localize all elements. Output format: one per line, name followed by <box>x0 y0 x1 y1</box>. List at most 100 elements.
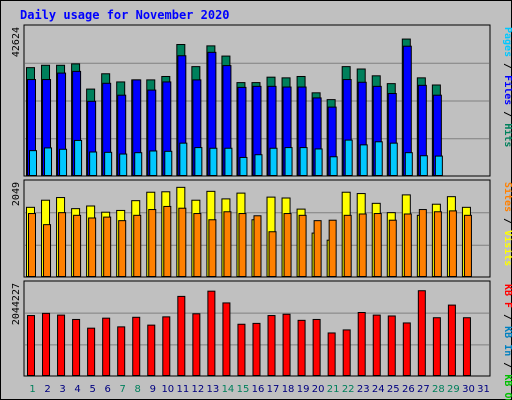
bar-sites-19 <box>298 214 307 278</box>
bar-pages-28 <box>434 155 443 176</box>
bar-sites-23 <box>358 213 367 277</box>
bar-pages-5 <box>89 151 98 177</box>
day-label-15: 15 <box>237 384 250 395</box>
bar-pages-8 <box>134 152 143 176</box>
bar-pages-10 <box>164 150 173 176</box>
day-label-8: 8 <box>135 384 141 395</box>
legend-2: Sites / Visits <box>502 182 512 266</box>
day-label-4: 4 <box>74 384 80 395</box>
legend-3-part-2: / <box>502 308 512 326</box>
chart-title: Daily usage for November 2020 <box>20 8 230 22</box>
bar-kbf-8 <box>132 316 141 377</box>
bar-sites-24 <box>373 213 382 277</box>
legend-1: Pages / Files / Hits <box>502 27 512 147</box>
bar-pages-23 <box>359 144 368 177</box>
bar-pages-13 <box>209 147 218 177</box>
bar-kbf-9 <box>147 324 156 377</box>
bar-kbf-29 <box>447 304 456 377</box>
bar-sites-11 <box>178 207 187 277</box>
bar-sites-1 <box>28 213 36 277</box>
legend-3-part-3: KB In <box>502 326 512 356</box>
day-label-16: 16 <box>252 384 265 395</box>
bar-kbf-1 <box>27 315 35 376</box>
bar-sites-2 <box>43 224 52 277</box>
bar-sites-6 <box>103 216 112 278</box>
bar-pages-27 <box>419 155 428 176</box>
bar-pages-14 <box>224 147 233 177</box>
legend-1-part-3: Files <box>502 75 512 105</box>
bar-pages-11 <box>179 142 188 176</box>
bar-kbf-21 <box>327 332 336 377</box>
bar-kbf-17 <box>267 315 276 376</box>
bar-pages-26 <box>404 152 413 176</box>
bar-pages-16 <box>254 154 263 176</box>
bar-pages-18 <box>284 147 293 176</box>
legend-1-part-5: Hits <box>502 123 512 147</box>
bar-pages-20 <box>314 148 323 176</box>
bar-sites-18 <box>283 213 292 277</box>
bar-pages-19 <box>299 147 308 176</box>
bar-sites-16 <box>253 215 262 277</box>
day-label-18: 18 <box>282 384 295 395</box>
bar-kbf-25 <box>387 315 396 377</box>
bar-kbf-30 <box>462 317 471 377</box>
bar-pages-6 <box>104 151 113 176</box>
y-max-label-2: 2049 <box>11 182 22 206</box>
day-label-10: 10 <box>161 384 174 395</box>
day-label-14: 14 <box>222 384 235 395</box>
day-label-12: 12 <box>192 384 205 395</box>
bar-kbf-13 <box>207 290 216 377</box>
day-label-23: 23 <box>357 384 370 395</box>
day-label-31: 31 <box>477 384 490 395</box>
bar-sites-15 <box>238 213 247 277</box>
bar-kbf-22 <box>342 329 351 377</box>
legend-2-part-3: Visits <box>502 230 512 266</box>
bar-pages-17 <box>269 147 278 177</box>
bar-kbf-23 <box>357 312 366 376</box>
bar-kbf-7 <box>117 326 126 377</box>
y-max-label-1: 42624 <box>11 27 22 57</box>
bar-kbf-5 <box>87 327 96 377</box>
bar-kbf-10 <box>162 316 171 376</box>
day-label-26: 26 <box>402 384 415 395</box>
day-label-5: 5 <box>89 384 95 395</box>
day-label-17: 17 <box>267 384 280 395</box>
bar-sites-8 <box>133 214 142 278</box>
bar-pages-3 <box>59 148 68 176</box>
legend-3: KB F / KB In / KB Out <box>502 284 512 400</box>
day-label-7: 7 <box>120 384 126 395</box>
bar-pages-22 <box>344 139 353 177</box>
bar-kbf-16 <box>252 322 261 377</box>
bar-sites-3 <box>58 212 67 277</box>
day-label-24: 24 <box>372 384 385 395</box>
legend-3-part-5: KB Out <box>502 374 512 400</box>
bar-kbf-2 <box>42 312 51 376</box>
day-label-19: 19 <box>297 384 310 395</box>
bar-pages-9 <box>149 150 158 177</box>
bar-sites-9 <box>148 209 157 277</box>
bar-sites-4 <box>73 214 82 278</box>
bar-pages-12 <box>194 147 203 176</box>
legend-3-part-4: / <box>502 356 512 374</box>
bar-sites-12 <box>193 213 202 277</box>
bar-sites-22 <box>343 214 352 278</box>
legend-2-part-1: Sites <box>502 182 512 212</box>
day-label-13: 13 <box>207 384 220 395</box>
day-label-6: 6 <box>104 384 110 395</box>
legend-1-part-1: Pages <box>502 27 512 57</box>
bar-sites-10 <box>163 205 172 277</box>
day-label-27: 27 <box>417 384 430 395</box>
day-label-20: 20 <box>312 384 325 395</box>
bar-pages-21 <box>329 156 338 177</box>
bar-kbf-24 <box>372 314 381 376</box>
legend-3-part-1: KB F <box>502 284 512 308</box>
day-label-9: 9 <box>150 384 156 395</box>
day-label-2: 2 <box>44 384 50 395</box>
day-label-11: 11 <box>176 384 189 395</box>
bar-sites-7 <box>118 220 127 277</box>
bar-sites-28 <box>433 211 442 277</box>
bar-sites-17 <box>268 231 277 278</box>
bar-kbf-12 <box>192 313 201 376</box>
bar-sites-14 <box>223 211 232 277</box>
bar-kbf-6 <box>102 317 111 376</box>
